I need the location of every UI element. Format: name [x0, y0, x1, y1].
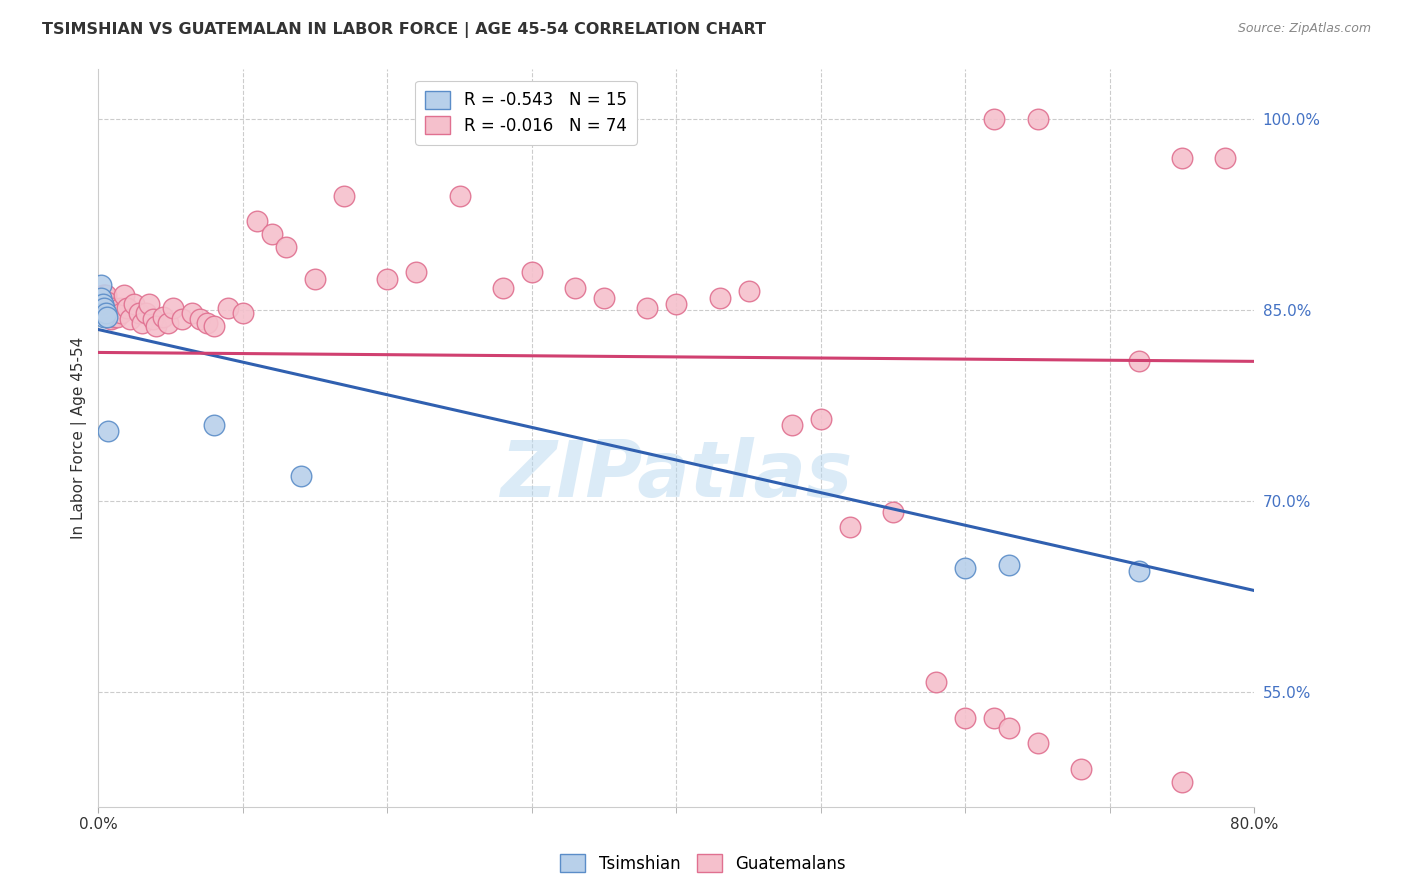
- Point: [152, 310, 174, 324]
- Point: [96, 310, 118, 324]
- Point: [188, 312, 211, 326]
- Point: [97, 425, 120, 439]
- Point: [1171, 151, 1194, 165]
- Point: [94, 306, 117, 320]
- Point: [93, 288, 115, 302]
- Point: [246, 214, 269, 228]
- Point: [665, 297, 688, 311]
- Point: [90, 291, 112, 305]
- Point: [97, 310, 120, 324]
- Point: [276, 240, 298, 254]
- Point: [810, 411, 832, 425]
- Point: [838, 520, 860, 534]
- Point: [128, 306, 150, 320]
- Point: [108, 301, 131, 315]
- Point: [93, 301, 115, 315]
- Point: [882, 505, 904, 519]
- Point: [1026, 112, 1049, 127]
- Point: [101, 310, 124, 324]
- Point: [983, 112, 1005, 127]
- Point: [304, 271, 326, 285]
- Point: [1128, 565, 1150, 579]
- Point: [1128, 354, 1150, 368]
- Point: [93, 310, 115, 324]
- Point: [983, 711, 1005, 725]
- Point: [162, 301, 184, 315]
- Point: [492, 280, 515, 294]
- Point: [96, 294, 118, 309]
- Point: [997, 721, 1019, 735]
- Point: [217, 301, 239, 315]
- Text: TSIMSHIAN VS GUATEMALAN IN LABOR FORCE | AGE 45-54 CORRELATION CHART: TSIMSHIAN VS GUATEMALAN IN LABOR FORCE |…: [42, 22, 766, 38]
- Point: [1026, 736, 1049, 750]
- Point: [91, 297, 114, 311]
- Text: ZIPatlas: ZIPatlas: [501, 437, 852, 513]
- Point: [925, 675, 948, 690]
- Point: [564, 280, 586, 294]
- Point: [780, 417, 803, 432]
- Point: [90, 277, 112, 292]
- Point: [142, 312, 165, 326]
- Point: [124, 297, 146, 311]
- Point: [202, 417, 225, 432]
- Point: [333, 189, 356, 203]
- Point: [90, 301, 112, 315]
- Point: [90, 291, 112, 305]
- Point: [709, 291, 731, 305]
- Point: [91, 288, 114, 302]
- Point: [138, 297, 160, 311]
- Point: [94, 297, 117, 311]
- Point: [955, 711, 977, 725]
- Point: [636, 301, 658, 315]
- Point: [172, 312, 194, 326]
- Point: [91, 306, 114, 320]
- Point: [405, 265, 427, 279]
- Point: [89, 297, 111, 311]
- Point: [101, 301, 124, 315]
- Text: Source: ZipAtlas.com: Source: ZipAtlas.com: [1237, 22, 1371, 36]
- Point: [955, 560, 977, 574]
- Point: [91, 297, 114, 311]
- Point: [156, 316, 179, 330]
- Point: [181, 306, 204, 320]
- Point: [377, 271, 399, 285]
- Point: [105, 310, 128, 324]
- Point: [1070, 762, 1092, 776]
- Legend: R = -0.543   N = 15, R = -0.016   N = 74: R = -0.543 N = 15, R = -0.016 N = 74: [415, 80, 637, 145]
- Legend: Tsimshian, Guatemalans: Tsimshian, Guatemalans: [554, 847, 852, 880]
- Point: [145, 318, 167, 333]
- Point: [997, 558, 1019, 572]
- Point: [290, 469, 312, 483]
- Point: [89, 306, 111, 320]
- Point: [135, 306, 157, 320]
- Point: [593, 291, 616, 305]
- Point: [117, 301, 139, 315]
- Point: [100, 312, 122, 326]
- Point: [110, 306, 132, 320]
- Point: [94, 288, 117, 302]
- Point: [195, 316, 218, 330]
- Point: [93, 297, 115, 311]
- Y-axis label: In Labor Force | Age 45-54: In Labor Force | Age 45-54: [72, 336, 87, 539]
- Point: [1171, 774, 1194, 789]
- Point: [112, 288, 135, 302]
- Point: [104, 306, 127, 320]
- Point: [89, 297, 111, 311]
- Point: [91, 306, 114, 320]
- Point: [120, 312, 142, 326]
- Point: [98, 303, 121, 318]
- Point: [1215, 151, 1237, 165]
- Point: [131, 316, 153, 330]
- Point: [449, 189, 471, 203]
- Point: [202, 318, 225, 333]
- Point: [737, 285, 759, 299]
- Point: [232, 306, 254, 320]
- Point: [520, 265, 543, 279]
- Point: [97, 301, 120, 315]
- Point: [260, 227, 283, 241]
